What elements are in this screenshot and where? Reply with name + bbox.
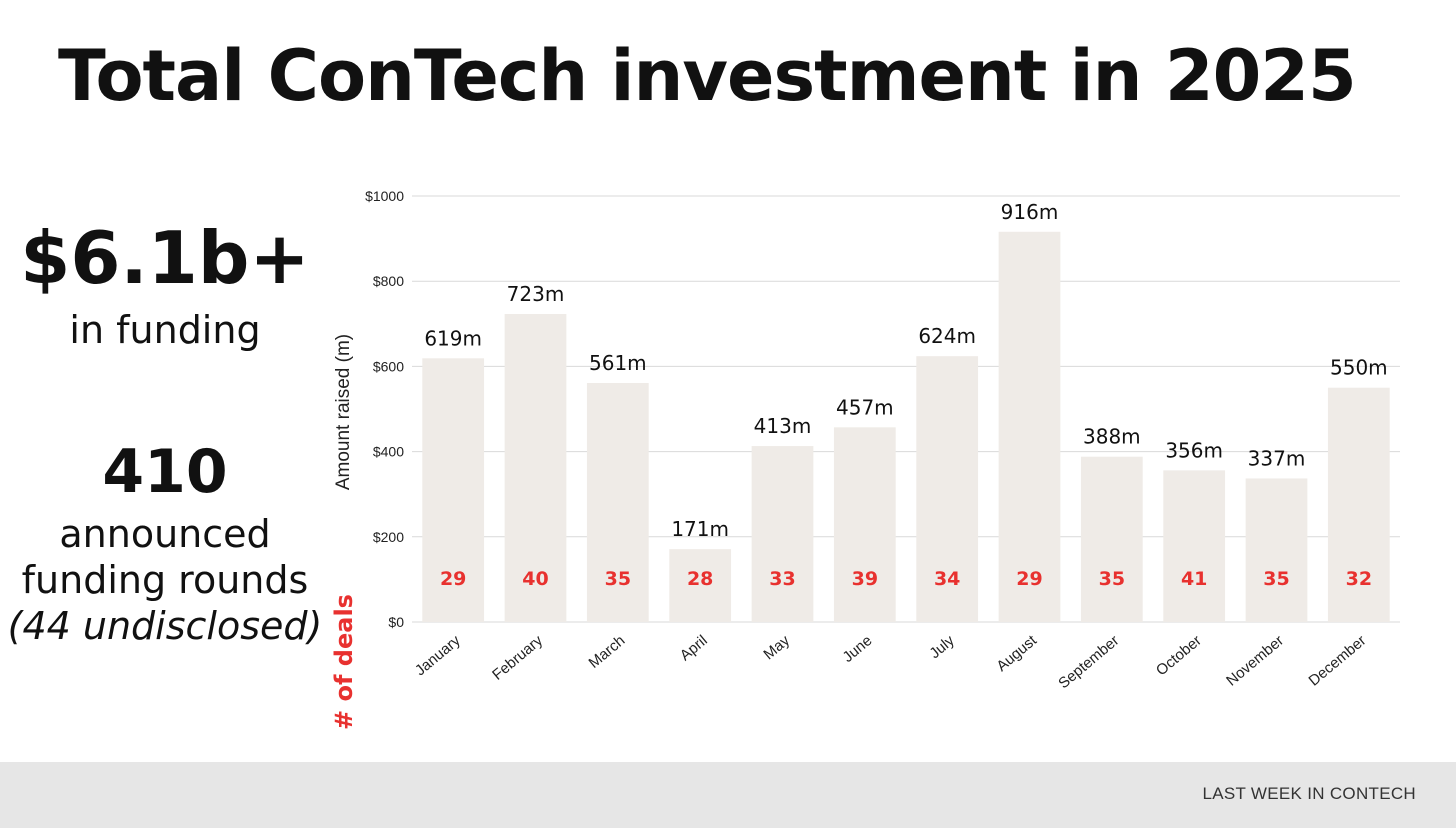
deal-count-label: 40 (522, 568, 548, 590)
y-tick-label: $600 (373, 358, 404, 374)
deal-count-label: 35 (605, 568, 631, 590)
deal-count-label: 28 (687, 568, 713, 590)
funding-total: $6.1b+ (20, 216, 310, 300)
bar-value-label: 624m (918, 324, 976, 348)
rounds-undisclosed-note: (44 undisclosed) (7, 604, 323, 648)
x-tick-label: January (412, 632, 464, 680)
footer-brand: LAST WEEK IN CONTECH (1202, 784, 1416, 803)
bar (669, 549, 732, 622)
funding-bar-chart: $0 $200 $400 $600 $800 $1000 Amount raised (m)… (330, 188, 1400, 730)
x-tick-label: May (760, 632, 793, 664)
rounds-label-announced: announced (59, 512, 271, 556)
x-tick-label: November (1223, 632, 1287, 690)
bar (751, 446, 814, 622)
x-tick-label: July (926, 632, 958, 662)
deal-count-label: 33 (769, 568, 795, 590)
y-tick-label: $800 (373, 273, 404, 289)
bar (916, 356, 979, 622)
y-tick-label: $400 (373, 444, 404, 460)
bar-value-label: 337m (1248, 446, 1306, 470)
deal-count-label: 35 (1099, 568, 1125, 590)
x-tick-label: August (993, 632, 1040, 676)
bar (1245, 478, 1308, 622)
y-axis-label: Amount raised (m) (333, 334, 354, 490)
deal-count-label: 39 (852, 568, 878, 590)
bar-value-label: 550m (1330, 356, 1388, 380)
bar-value-label: 561m (589, 351, 647, 375)
deal-count-label: 29 (440, 568, 466, 590)
y-tick-label: $200 (373, 529, 404, 545)
funding-label: in funding (69, 308, 261, 352)
footer-bar: LAST WEEK IN CONTECH (0, 762, 1456, 828)
bar-value-label: 916m (1001, 200, 1059, 224)
page-title: Total ConTech investment in 2025 (58, 35, 1357, 117)
y-tick-label: $0 (388, 614, 404, 630)
deal-count-label: 34 (934, 568, 960, 590)
x-tick-label: April (677, 632, 711, 664)
bar (1080, 456, 1143, 622)
bar-value-label: 723m (507, 282, 565, 306)
bar (833, 427, 896, 622)
deals-axis-label: # of deals (330, 594, 358, 730)
rounds-total: 410 (102, 437, 228, 507)
bar-value-label: 171m (671, 517, 729, 541)
deal-count-label: 32 (1346, 568, 1372, 590)
bar (422, 358, 485, 622)
x-tick-label: March (586, 632, 629, 672)
deal-count-label: 35 (1263, 568, 1289, 590)
y-tick-label: $1000 (365, 188, 404, 204)
rounds-label-funding: funding rounds (21, 558, 309, 602)
bar-value-label: 356m (1165, 438, 1223, 462)
bar-value-label: 457m (836, 395, 894, 419)
deal-count-label: 29 (1016, 568, 1042, 590)
x-tick-label: February (489, 632, 546, 684)
x-tick-label: September (1055, 632, 1122, 692)
bar-value-label: 388m (1083, 425, 1141, 449)
bar (998, 231, 1061, 622)
bar (1163, 470, 1226, 622)
x-tick-label: June (840, 632, 876, 666)
x-tick-label: October (1153, 632, 1205, 679)
bar (504, 314, 567, 622)
bar-value-label: 619m (424, 326, 482, 350)
x-tick-label: December (1305, 632, 1369, 690)
bar (586, 383, 649, 622)
bar-value-label: 413m (754, 414, 812, 438)
bar (1327, 387, 1390, 622)
deal-count-label: 41 (1181, 568, 1207, 590)
